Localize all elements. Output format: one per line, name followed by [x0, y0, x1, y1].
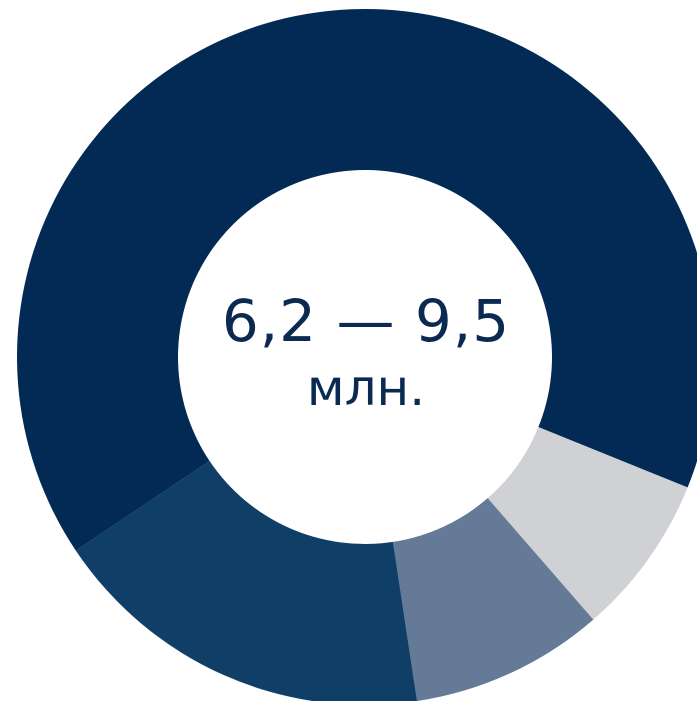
donut-slice-1 — [17, 9, 697, 551]
center-label: 6,2 — 9,5 млн. — [183, 285, 549, 419]
donut-slices — [17, 9, 697, 701]
donut-slice-3 — [392, 498, 594, 701]
donut-slice-2 — [487, 427, 688, 620]
center-value: 6,2 — 9,5 — [221, 287, 511, 355]
donut-slice-4 — [75, 461, 418, 701]
center-unit: млн. — [306, 359, 426, 417]
